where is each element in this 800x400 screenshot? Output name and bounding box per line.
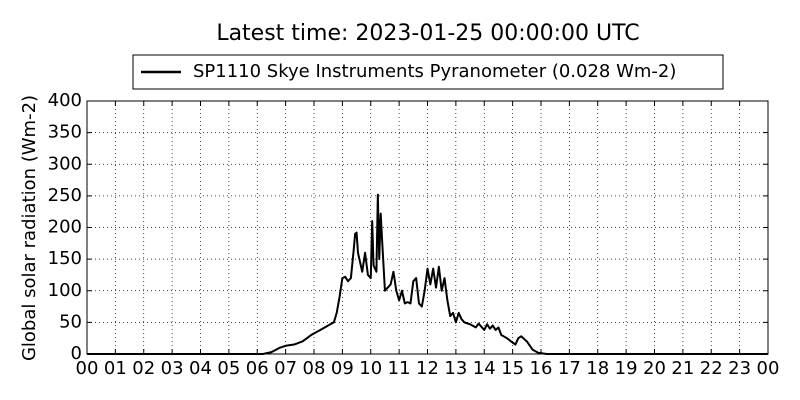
x-tick-label: 14 xyxy=(473,358,496,379)
x-tick-label: 08 xyxy=(303,358,326,379)
x-tick-label: 21 xyxy=(671,358,694,379)
y-tick-label: 300 xyxy=(48,153,82,174)
x-tick-label: 02 xyxy=(132,358,155,379)
legend-box xyxy=(132,54,724,90)
chart-title: Latest time: 2023-01-25 00:00:00 UTC xyxy=(216,21,639,46)
y-axis-label: Global solar radiation (Wm-2) xyxy=(19,95,40,361)
x-tick-label: 20 xyxy=(643,358,666,379)
x-tick-label: 13 xyxy=(444,358,467,379)
y-tick-label: 200 xyxy=(48,217,82,238)
y-tick-label: 400 xyxy=(48,90,82,111)
y-tick-label: 50 xyxy=(59,311,82,332)
x-tick-label: 03 xyxy=(161,358,184,379)
x-tick-label: 23 xyxy=(728,358,751,379)
y-tick-label: 250 xyxy=(48,185,82,206)
x-tick-label: 07 xyxy=(274,358,297,379)
x-tick-label: 17 xyxy=(558,358,581,379)
x-tick-label: 00 xyxy=(76,358,99,379)
x-tick-label: 05 xyxy=(217,358,240,379)
x-tick-label: 19 xyxy=(615,358,638,379)
x-tick-label: 16 xyxy=(530,358,553,379)
y-tick-label: 350 xyxy=(48,122,82,143)
x-tick-label: 10 xyxy=(359,358,382,379)
x-tick-label: 09 xyxy=(331,358,354,379)
y-tick-label: 100 xyxy=(48,280,82,301)
x-tick-label: 22 xyxy=(700,358,723,379)
x-tick-label: 12 xyxy=(416,358,439,379)
y-tick-label: 150 xyxy=(48,248,82,269)
x-tick-label: 15 xyxy=(501,358,524,379)
x-tick-label: 11 xyxy=(388,358,411,379)
legend-label: SP1110 Skye Instruments Pyranometer (0.0… xyxy=(193,61,676,82)
x-tick-label: 01 xyxy=(104,358,127,379)
x-tick-label: 06 xyxy=(246,358,269,379)
x-tick-label: 04 xyxy=(189,358,212,379)
plot-frame xyxy=(86,100,769,355)
data-line xyxy=(87,193,768,355)
y-tick-label: 0 xyxy=(71,343,82,364)
x-tick-label: 00 xyxy=(757,358,780,379)
x-tick-label: 18 xyxy=(586,358,609,379)
legend: SP1110 Skye Instruments Pyranometer (0.0… xyxy=(132,54,724,90)
